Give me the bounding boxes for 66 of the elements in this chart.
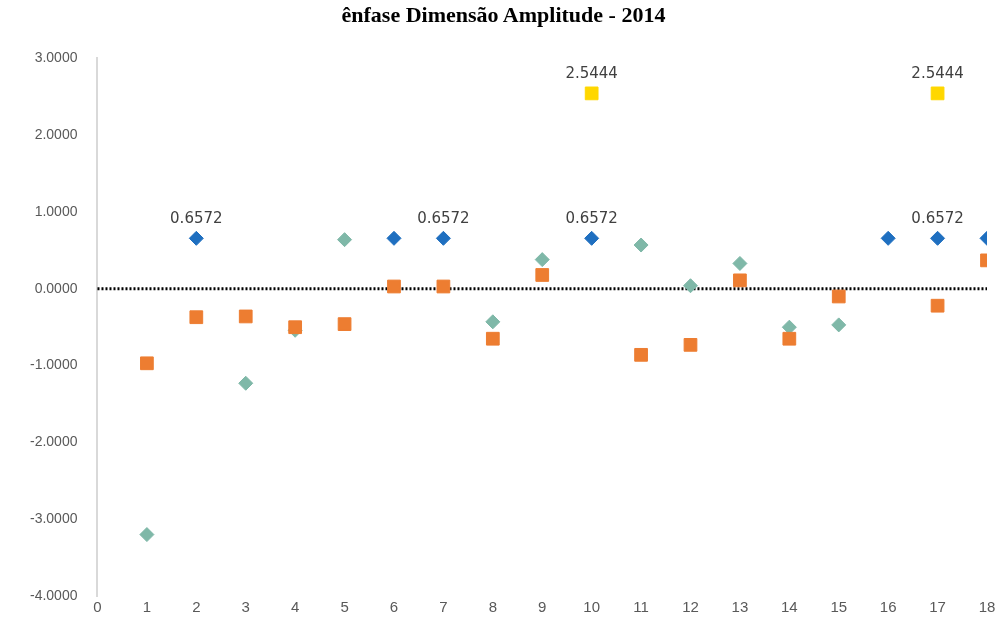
x-tick-label: 13 bbox=[731, 598, 749, 616]
x-tick-label: 0 bbox=[93, 598, 102, 616]
point bbox=[238, 309, 253, 324]
data-label: 0.6572 bbox=[911, 208, 964, 227]
x-tick-label: 17 bbox=[929, 598, 946, 616]
point bbox=[930, 230, 946, 246]
point bbox=[732, 255, 748, 271]
point bbox=[337, 317, 352, 331]
point bbox=[387, 279, 401, 294]
data-label: 2.5444 bbox=[565, 63, 618, 82]
point bbox=[485, 331, 500, 346]
point bbox=[781, 319, 797, 335]
point bbox=[733, 273, 747, 288]
point bbox=[188, 230, 204, 246]
x-tick-label: 2 bbox=[192, 598, 201, 616]
point bbox=[584, 86, 599, 101]
data-label: 0.6572 bbox=[565, 208, 618, 227]
point bbox=[682, 278, 698, 294]
x-tick-label: 7 bbox=[439, 598, 448, 616]
point bbox=[140, 356, 154, 371]
y-tick-label: -2.0000 bbox=[30, 433, 78, 450]
x-tick-label: 6 bbox=[389, 598, 399, 616]
point bbox=[831, 289, 846, 304]
x-tick-label: 4 bbox=[290, 598, 300, 616]
y-tick-label: 1.0000 bbox=[34, 202, 78, 219]
point bbox=[238, 375, 254, 391]
x-tick-label: 14 bbox=[780, 598, 798, 616]
chart-title: ênfase Dimensão Amplitude - 2014 bbox=[340, 1, 667, 29]
point bbox=[683, 338, 698, 352]
point bbox=[831, 317, 847, 333]
data-label: 0.6572 bbox=[417, 208, 470, 227]
point bbox=[139, 527, 155, 543]
x-tick-label: 15 bbox=[830, 598, 848, 616]
x-tick-label: 1 bbox=[142, 598, 152, 616]
point bbox=[337, 232, 353, 248]
x-tick-label: 3 bbox=[241, 598, 250, 616]
y-tick-label: 2.0000 bbox=[34, 126, 78, 143]
x-tick-label: 9 bbox=[538, 598, 547, 616]
x-tick-label: 10 bbox=[583, 598, 600, 616]
x-tick-label: 8 bbox=[488, 598, 497, 616]
y-tick-label: -3.0000 bbox=[30, 510, 78, 527]
point bbox=[880, 230, 896, 246]
y-tick-label: -4.0000 bbox=[30, 586, 78, 603]
data-label: 2.5444 bbox=[911, 63, 964, 82]
x-tick-label: 12 bbox=[682, 598, 699, 616]
x-tick-label: 11 bbox=[633, 598, 649, 616]
point bbox=[584, 230, 600, 246]
x-tick-label: 18 bbox=[978, 598, 996, 616]
y-tick-label: -1.0000 bbox=[30, 356, 78, 373]
point bbox=[634, 347, 648, 362]
point bbox=[633, 237, 649, 253]
x-tick-label: 5 bbox=[340, 598, 349, 616]
point bbox=[782, 331, 797, 346]
y-tick-label: 0.0000 bbox=[34, 279, 78, 296]
point bbox=[930, 298, 945, 313]
point bbox=[535, 268, 550, 282]
point bbox=[435, 230, 451, 246]
point bbox=[436, 279, 451, 294]
y-tick-label: 3.0000 bbox=[34, 49, 78, 66]
point bbox=[930, 86, 945, 101]
point bbox=[485, 314, 501, 330]
point bbox=[189, 310, 204, 325]
point bbox=[386, 230, 402, 246]
point bbox=[534, 252, 550, 268]
x-tick-label: 16 bbox=[879, 598, 897, 616]
data-label: 0.6572 bbox=[170, 208, 223, 227]
